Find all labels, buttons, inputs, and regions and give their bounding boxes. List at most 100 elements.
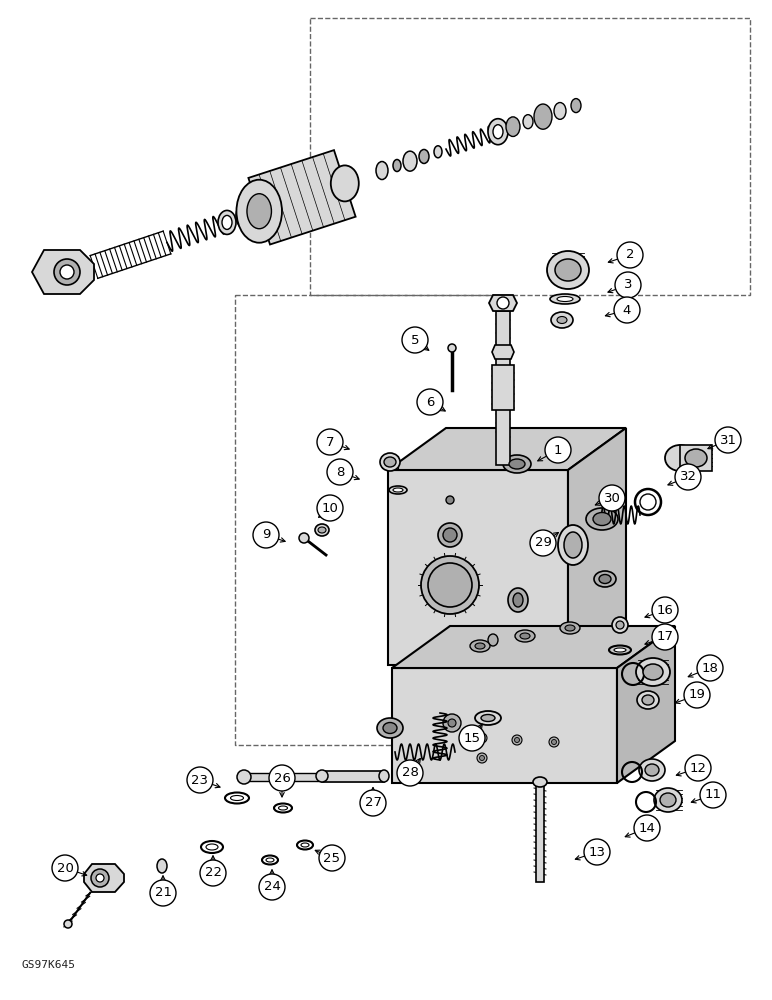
Circle shape — [617, 242, 643, 268]
Ellipse shape — [497, 297, 509, 309]
Bar — [496, 311, 510, 465]
Ellipse shape — [599, 574, 611, 584]
Ellipse shape — [218, 210, 236, 234]
Ellipse shape — [586, 508, 618, 530]
Text: 3: 3 — [624, 278, 632, 292]
Bar — [244, 773, 384, 781]
Polygon shape — [392, 668, 617, 783]
Text: 10: 10 — [322, 502, 338, 514]
Circle shape — [187, 767, 213, 793]
Ellipse shape — [554, 103, 566, 119]
Text: 25: 25 — [323, 852, 340, 864]
Circle shape — [269, 765, 295, 791]
Text: 18: 18 — [702, 662, 719, 674]
Ellipse shape — [448, 344, 456, 352]
Circle shape — [327, 459, 353, 485]
Ellipse shape — [428, 563, 472, 607]
Ellipse shape — [514, 738, 520, 742]
Circle shape — [615, 272, 641, 298]
Ellipse shape — [477, 733, 487, 743]
Ellipse shape — [640, 494, 656, 510]
Ellipse shape — [318, 527, 326, 533]
Text: 2: 2 — [626, 248, 635, 261]
Text: 20: 20 — [56, 861, 73, 874]
Circle shape — [417, 389, 443, 415]
Ellipse shape — [643, 664, 663, 680]
Circle shape — [584, 839, 610, 865]
Ellipse shape — [247, 194, 272, 229]
Ellipse shape — [509, 459, 525, 469]
Ellipse shape — [479, 736, 485, 740]
Polygon shape — [388, 470, 568, 665]
Ellipse shape — [448, 719, 456, 727]
Ellipse shape — [564, 532, 582, 558]
Circle shape — [599, 485, 625, 511]
Ellipse shape — [503, 455, 531, 473]
Ellipse shape — [237, 770, 251, 784]
Circle shape — [253, 522, 279, 548]
Ellipse shape — [389, 486, 407, 494]
Ellipse shape — [557, 316, 567, 324]
Ellipse shape — [593, 512, 611, 526]
Circle shape — [52, 855, 78, 881]
Circle shape — [715, 427, 741, 453]
Circle shape — [360, 790, 386, 816]
Circle shape — [697, 655, 723, 681]
Polygon shape — [32, 250, 94, 294]
Text: 12: 12 — [689, 762, 706, 774]
Circle shape — [545, 437, 571, 463]
Bar — [492, 365, 514, 410]
Text: 16: 16 — [656, 603, 673, 616]
Ellipse shape — [157, 859, 167, 873]
Ellipse shape — [533, 777, 547, 787]
Text: 13: 13 — [588, 846, 605, 858]
Ellipse shape — [241, 208, 253, 224]
Circle shape — [700, 782, 726, 808]
Ellipse shape — [513, 593, 523, 607]
Ellipse shape — [488, 634, 498, 646]
Ellipse shape — [60, 265, 74, 279]
Ellipse shape — [557, 296, 573, 302]
Text: 11: 11 — [705, 788, 722, 802]
Text: 7: 7 — [326, 436, 334, 448]
Ellipse shape — [236, 202, 258, 230]
Ellipse shape — [547, 251, 589, 289]
Polygon shape — [492, 345, 514, 359]
Circle shape — [319, 845, 345, 871]
Ellipse shape — [550, 294, 580, 304]
Text: 28: 28 — [401, 766, 418, 780]
Circle shape — [402, 327, 428, 353]
Circle shape — [530, 530, 556, 556]
Ellipse shape — [558, 525, 588, 565]
Text: 9: 9 — [262, 528, 270, 542]
Ellipse shape — [301, 843, 309, 847]
Circle shape — [634, 815, 660, 841]
Text: 30: 30 — [604, 491, 621, 504]
Circle shape — [684, 682, 710, 708]
Ellipse shape — [612, 617, 628, 633]
Ellipse shape — [266, 858, 274, 862]
Ellipse shape — [555, 259, 581, 281]
Ellipse shape — [446, 496, 454, 504]
Bar — [536, 782, 544, 882]
Ellipse shape — [443, 714, 461, 732]
Ellipse shape — [642, 695, 654, 705]
Text: 14: 14 — [638, 822, 655, 834]
Text: 1: 1 — [554, 444, 562, 456]
Ellipse shape — [383, 722, 397, 734]
Ellipse shape — [434, 146, 442, 158]
Ellipse shape — [551, 312, 573, 328]
Text: 32: 32 — [679, 471, 696, 484]
Ellipse shape — [419, 149, 429, 163]
Text: 4: 4 — [623, 304, 631, 316]
Ellipse shape — [377, 718, 403, 738]
Bar — [235, 295, 500, 745]
Ellipse shape — [393, 488, 403, 492]
Ellipse shape — [488, 119, 508, 145]
Text: 29: 29 — [534, 536, 551, 550]
Ellipse shape — [316, 770, 328, 782]
Ellipse shape — [380, 453, 400, 471]
Ellipse shape — [549, 737, 559, 747]
Ellipse shape — [477, 753, 487, 763]
Ellipse shape — [438, 523, 462, 547]
